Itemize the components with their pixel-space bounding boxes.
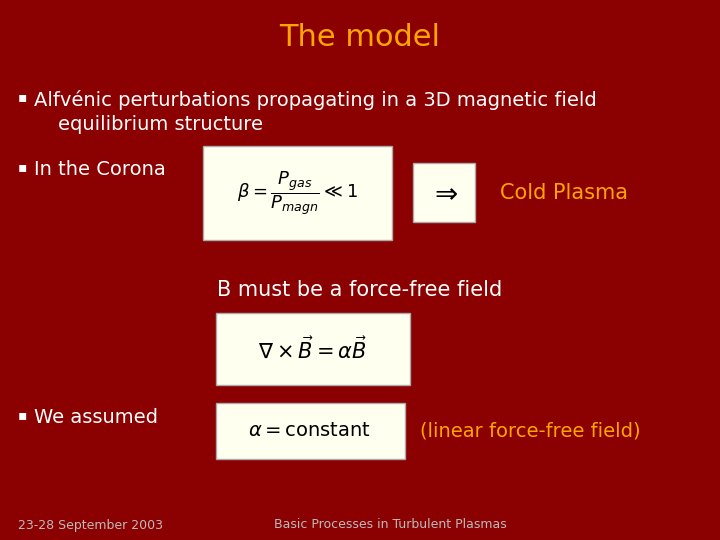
Text: (linear force-free field): (linear force-free field) [420, 422, 641, 441]
Text: $\Rightarrow$: $\Rightarrow$ [429, 179, 459, 207]
Text: $\beta = \dfrac{P_{gas}}{P_{magn}} \ll 1$: $\beta = \dfrac{P_{gas}}{P_{magn}} \ll 1… [237, 169, 357, 217]
Text: 23-28 September 2003: 23-28 September 2003 [18, 518, 163, 531]
FancyBboxPatch shape [203, 146, 392, 240]
Text: B must be a force-free field: B must be a force-free field [217, 280, 503, 300]
Text: The model: The model [279, 24, 441, 52]
Text: ▪: ▪ [18, 90, 27, 104]
Text: equilibrium structure: equilibrium structure [58, 115, 263, 134]
Text: Alfvénic perturbations propagating in a 3D magnetic field: Alfvénic perturbations propagating in a … [34, 90, 597, 110]
Text: ▪: ▪ [18, 160, 27, 174]
Text: Basic Processes in Turbulent Plasmas: Basic Processes in Turbulent Plasmas [274, 518, 506, 531]
Text: In the Corona: In the Corona [34, 160, 166, 179]
Text: $\alpha = \mathrm{constant}$: $\alpha = \mathrm{constant}$ [248, 422, 372, 441]
Text: Cold Plasma: Cold Plasma [500, 183, 628, 203]
FancyBboxPatch shape [216, 403, 405, 459]
Text: $\nabla \times \vec{B} = \alpha\vec{B}$: $\nabla \times \vec{B} = \alpha\vec{B}$ [258, 337, 368, 363]
Text: ▪: ▪ [18, 408, 27, 422]
FancyBboxPatch shape [413, 163, 475, 222]
FancyBboxPatch shape [216, 313, 410, 385]
Text: We assumed: We assumed [34, 408, 158, 427]
